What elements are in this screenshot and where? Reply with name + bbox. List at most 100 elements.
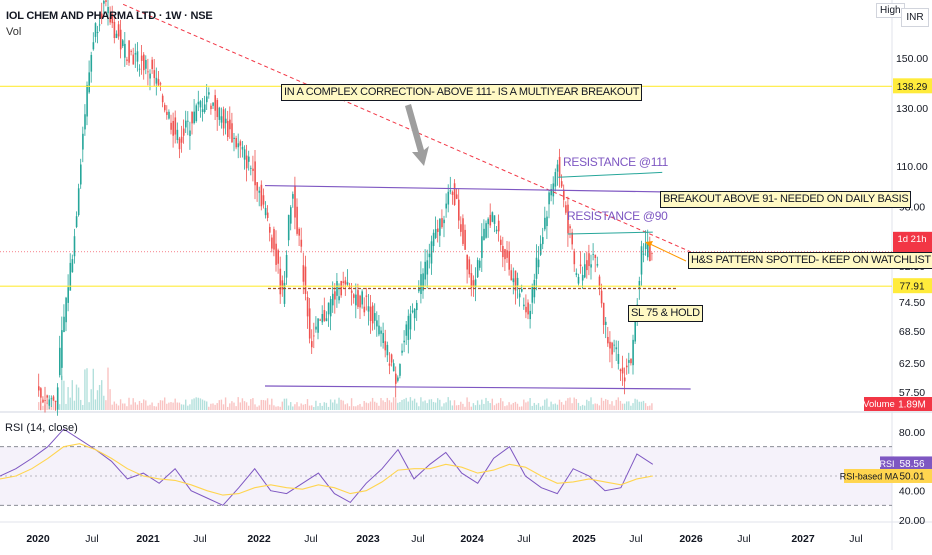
volume-bar [586, 399, 588, 410]
volume-bar [252, 398, 254, 410]
volume-bar [458, 404, 460, 410]
price-tag-text: 1d 21h [897, 234, 926, 245]
candle [607, 336, 609, 344]
candle [369, 306, 372, 322]
candle [577, 276, 580, 284]
breakout-annotation[interactable]: BREAKOUT ABOVE 91- NEEDED ON DAILY BASIS [660, 191, 912, 208]
rsi-ma-value-badge: 50.01 [899, 471, 924, 482]
volume-bar [75, 384, 78, 410]
candle [48, 399, 51, 406]
rsi-tick-label: 80.00 [899, 427, 925, 439]
volume-bar [319, 402, 321, 410]
candle [42, 399, 44, 403]
candle [458, 199, 460, 221]
volume-bar [376, 402, 378, 410]
candle [563, 189, 565, 200]
candle [56, 387, 59, 410]
candle [174, 117, 177, 135]
candle [344, 280, 347, 285]
volume-bar [418, 406, 420, 410]
volume-bar [128, 397, 130, 410]
time-tick-label: Jul [737, 533, 750, 545]
candle [159, 83, 162, 85]
volume-bar [231, 401, 233, 410]
volume-bar [554, 403, 556, 410]
volume-bar [189, 404, 191, 410]
volume-bar [363, 400, 365, 410]
candle [630, 358, 632, 364]
rsi-value-badge: 58.56 [899, 459, 924, 470]
candle [430, 241, 433, 264]
candle [420, 274, 422, 295]
candle [481, 236, 483, 258]
volume-bar [203, 400, 206, 410]
candle [63, 316, 65, 333]
hs-pattern-annotation[interactable]: H&S PATTERN SPOTTED- KEEP ON WATCHLIST [688, 252, 932, 269]
volume-bar [411, 400, 414, 410]
candle [506, 250, 508, 258]
volume-bar [422, 401, 424, 410]
candle [145, 60, 147, 69]
volume-bar [208, 406, 210, 410]
volume-bar [155, 406, 157, 410]
volume-bar [357, 405, 359, 410]
volume-bar [535, 404, 538, 410]
candle [245, 155, 248, 169]
volume-bar [371, 397, 374, 410]
volume-bar [149, 404, 151, 410]
currency-button[interactable]: INR [901, 8, 929, 27]
candle [521, 289, 523, 292]
candle [346, 282, 349, 285]
resistance-90-label[interactable]: RESISTANCE @90 [567, 209, 668, 223]
stop-loss-annotation[interactable]: SL 75 & HOLD [628, 305, 703, 322]
volume-bar [504, 406, 506, 410]
volume-bar [577, 402, 580, 410]
candle [418, 287, 420, 292]
volume-bar [399, 402, 401, 410]
volume-bar [575, 398, 577, 410]
candle [611, 342, 613, 355]
candle [397, 377, 399, 381]
candle [323, 310, 326, 321]
candle [384, 341, 387, 351]
candle [554, 172, 557, 187]
volume-bar [466, 397, 468, 410]
trendline-descending[interactable] [122, 3, 691, 253]
trendline-resistance-90[interactable] [567, 231, 653, 235]
candle [105, 0, 107, 2]
candle [476, 260, 479, 278]
resistance-111-label[interactable]: RESISTANCE @111 [563, 155, 669, 169]
correction-annotation[interactable]: IN A COMPLEX CORRECTION- ABOVE 111- IS A… [281, 84, 643, 101]
volume-bar [579, 406, 582, 410]
trendline-channel-top[interactable] [264, 184, 691, 193]
candle [275, 243, 277, 265]
volume-bar [124, 403, 126, 410]
volume-bar [269, 404, 271, 410]
candle [107, 7, 109, 14]
candle [615, 347, 618, 350]
time-tick-label: Jul [517, 533, 530, 545]
trendline-channel-bottom[interactable] [264, 385, 691, 390]
rsi-series-ma [0, 443, 653, 496]
volume-bar [206, 401, 208, 410]
volume-bar [277, 406, 279, 410]
volume-bar [550, 401, 552, 410]
rsi-tick-label: 20.00 [899, 515, 925, 527]
candle [296, 206, 298, 234]
trendline-resistance-111[interactable] [558, 171, 663, 178]
volume-bar [296, 402, 298, 410]
time-tick-label: 2020 [26, 533, 50, 545]
volume-bar [382, 400, 384, 410]
volume-bar [254, 404, 256, 410]
candle [96, 32, 99, 34]
candle [151, 59, 153, 70]
candle [640, 246, 643, 275]
candle [424, 261, 426, 280]
candle [437, 228, 439, 232]
time-tick-label: Jul [849, 533, 862, 545]
volume-bar [105, 400, 107, 410]
volume-bar [172, 402, 174, 410]
volume-label: Vol [6, 26, 22, 38]
volume-bar [523, 399, 525, 410]
